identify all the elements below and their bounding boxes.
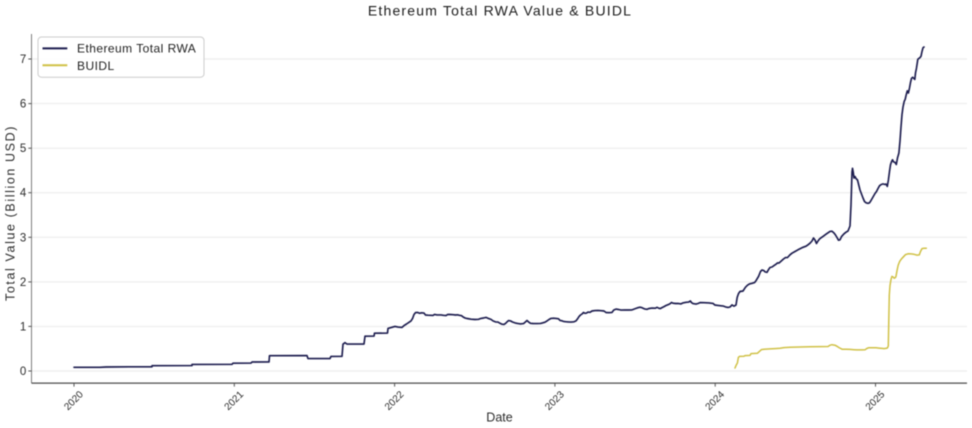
svg-text:7: 7 bbox=[20, 54, 26, 66]
svg-text:Ethereum Total RWA Value & BUI: Ethereum Total RWA Value & BUIDL bbox=[368, 3, 632, 19]
svg-text:4: 4 bbox=[20, 188, 27, 200]
svg-text:6: 6 bbox=[20, 99, 26, 111]
svg-text:1: 1 bbox=[20, 321, 26, 333]
svg-text:5: 5 bbox=[20, 143, 26, 155]
svg-text:Total Value (Billion USD): Total Value (Billion USD) bbox=[4, 125, 18, 301]
svg-text:Date: Date bbox=[486, 411, 512, 425]
svg-text:BUIDL: BUIDL bbox=[77, 59, 115, 73]
svg-text:0: 0 bbox=[20, 366, 26, 378]
svg-text:3: 3 bbox=[20, 232, 26, 244]
svg-text:2: 2 bbox=[20, 277, 26, 289]
svg-text:Ethereum Total RWA: Ethereum Total RWA bbox=[77, 41, 196, 55]
